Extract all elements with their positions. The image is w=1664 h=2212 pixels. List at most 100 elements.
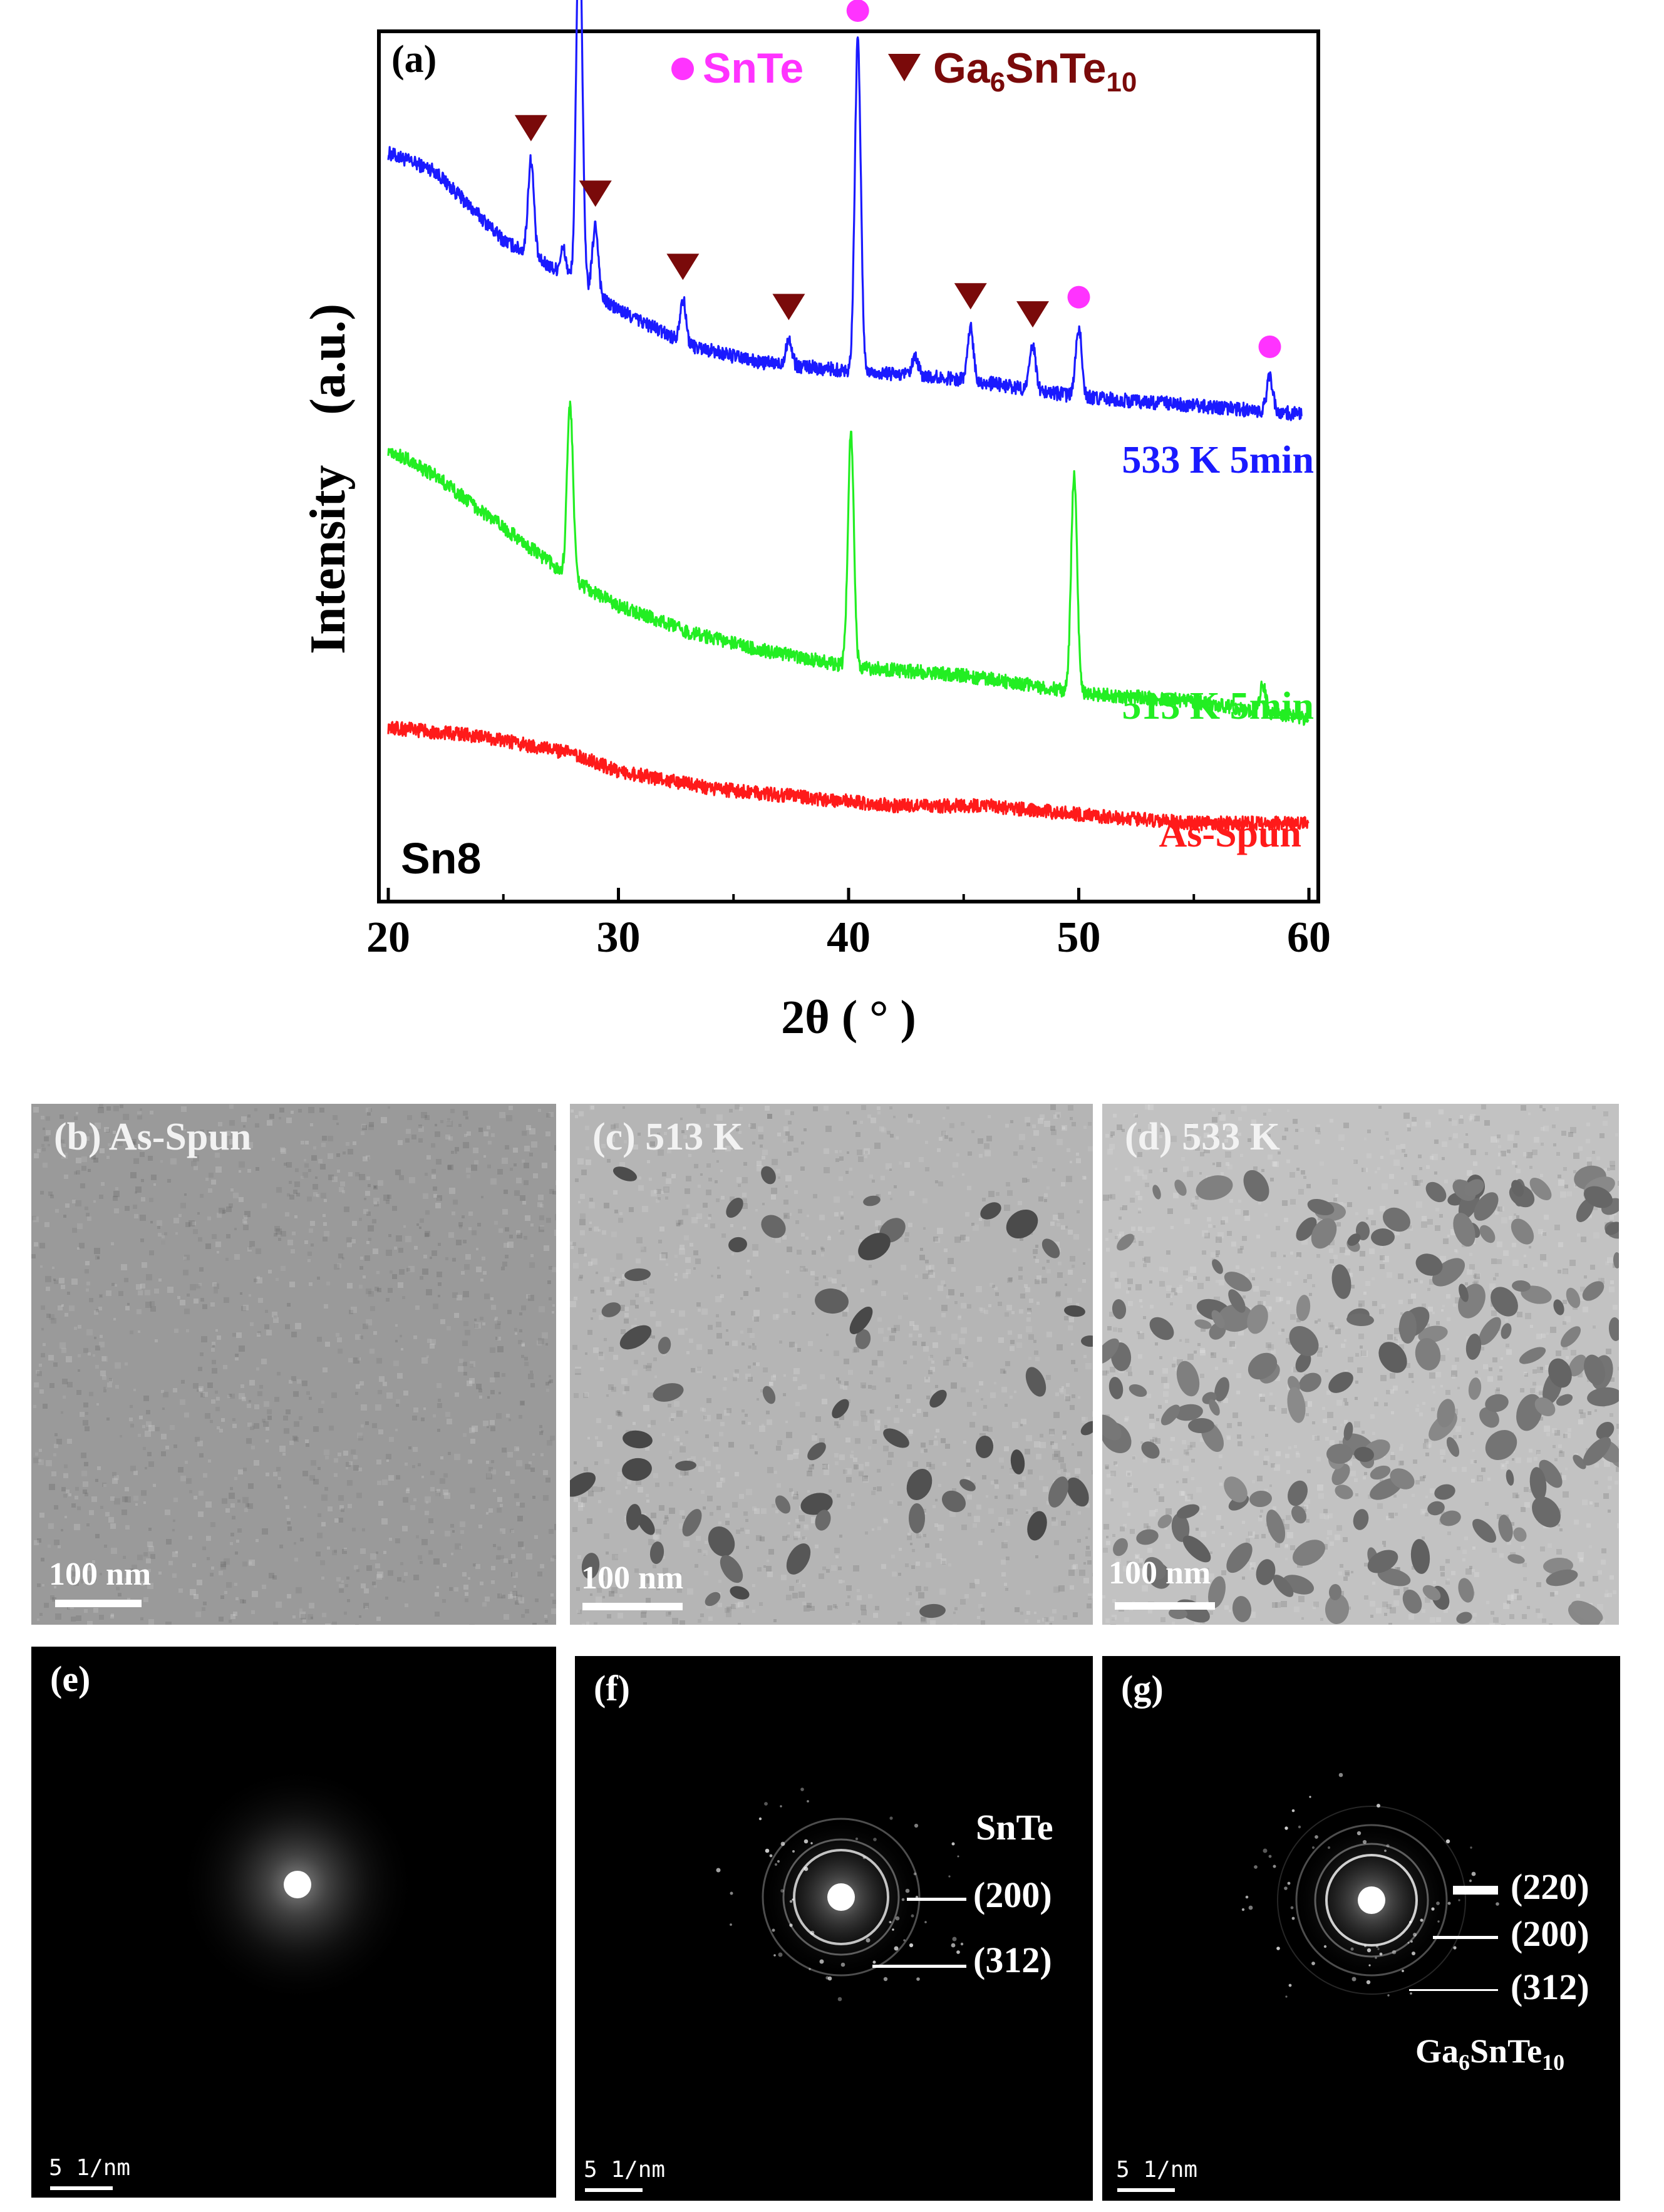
scale-bar-b (55, 1600, 142, 1607)
diffraction-spot (1386, 1844, 1390, 1848)
diffraction-spot (903, 1939, 906, 1942)
precipitate (929, 1389, 947, 1408)
diffraction-spot (911, 1914, 914, 1918)
precipitate (1415, 1338, 1441, 1371)
diffraction-spot (1263, 1848, 1268, 1853)
diffraction-spot (1288, 1983, 1292, 1987)
precipitate (980, 1202, 1001, 1220)
series-line (387, 400, 1310, 726)
diffraction-spot (825, 1976, 829, 1980)
saed-panel-e: (e) 5 1/nm (31, 1647, 556, 2198)
precipitate (1228, 1289, 1246, 1313)
diffraction-spot (883, 1977, 888, 1982)
precipitate (1296, 1295, 1311, 1321)
precipitate (941, 1490, 966, 1513)
diffraction-spot (1471, 1871, 1476, 1876)
precipitate (612, 1166, 638, 1181)
diffraction-spot (1315, 1835, 1318, 1839)
plane-label-g-3: (312) (1511, 1967, 1589, 2007)
diffraction-spot (1436, 1901, 1440, 1905)
scale-bar-d (1115, 1602, 1215, 1610)
saed-scale-bar-f (585, 2188, 643, 2192)
scale-text-b: 100 nm (49, 1556, 152, 1592)
diffraction-spot (1366, 1980, 1371, 1985)
x-tick-label: 20 (366, 913, 410, 962)
saed-label-g: (g) (1121, 1668, 1164, 1709)
precipitate (1291, 1505, 1306, 1524)
scale-bar-c (582, 1603, 683, 1610)
precipitate (658, 1337, 671, 1354)
precipitate (1027, 1511, 1047, 1541)
tem-image-c (570, 1104, 1093, 1625)
diffraction-spot (1241, 1908, 1245, 1911)
diffraction-spot (804, 1866, 809, 1871)
diffraction-spot (1470, 1846, 1472, 1849)
diffraction-spot (1357, 1831, 1362, 1836)
saed-panel-f: (f) SnTe (200) (312) 5 1/nm (575, 1656, 1093, 2201)
precipitate (1212, 1259, 1223, 1274)
diffraction-spot (1287, 1881, 1291, 1885)
precipitate (1472, 1519, 1496, 1543)
diffraction-spot (1298, 1825, 1301, 1829)
precipitate (1006, 1209, 1038, 1239)
plane-label-g-1: (220) (1511, 1866, 1589, 1907)
series-layer: 533 K 5min 513 K 5min As-Spun (387, 0, 1314, 855)
precipitate (1546, 1569, 1578, 1587)
diffraction-spot (1248, 1905, 1253, 1910)
precipitate (815, 1510, 831, 1531)
diffraction-spot (1453, 1946, 1457, 1950)
precipitate (761, 1215, 786, 1238)
diffraction-spot (872, 1960, 876, 1964)
precipitate (1425, 1181, 1447, 1203)
precipitate (1434, 1484, 1455, 1500)
precipitate (728, 1237, 747, 1253)
precipitate (1160, 1404, 1181, 1426)
precipitate (762, 1386, 776, 1404)
precipitate (1025, 1367, 1046, 1397)
precipitate (1464, 1179, 1484, 1196)
precipitate (1377, 1568, 1411, 1587)
diffraction-ring (1277, 1806, 1466, 1995)
diffraction-spot (951, 1842, 955, 1846)
diffraction-spot (837, 1997, 842, 2002)
precipitate (1501, 1323, 1512, 1339)
precipitate (906, 1469, 933, 1500)
precipitate (1080, 1421, 1093, 1436)
legend-ga6snte10-marker (888, 54, 921, 81)
diffraction-spot (957, 1855, 959, 1858)
precipitate (1273, 1575, 1294, 1597)
ga6snte10-marker (666, 254, 700, 280)
saed-panel-g: (g) (220) (200) (312) Ga6SnTe10 5 1/nm (1102, 1656, 1620, 2201)
precipitate (1102, 1338, 1119, 1364)
precipitate (775, 1495, 791, 1514)
precipitate (1479, 1225, 1496, 1243)
precipitate (675, 1460, 696, 1471)
precipitate (1182, 1535, 1211, 1563)
precipitate (1136, 1529, 1159, 1545)
diffraction-spot (889, 1921, 891, 1923)
x-tick-label: 30 (597, 913, 641, 962)
precipitate (638, 1514, 655, 1535)
diffraction-spot (772, 1928, 775, 1932)
precipitate (1174, 1180, 1187, 1196)
diffraction-spot (1392, 1950, 1397, 1955)
precipitate (1144, 1556, 1166, 1580)
precipitate (1157, 1515, 1172, 1528)
panel-label-a: (a) (391, 38, 437, 81)
precipitate (807, 1442, 826, 1461)
precipitate (1141, 1441, 1160, 1459)
precipitate (1370, 1465, 1391, 1480)
precipitate (1446, 1437, 1460, 1457)
precipitate (1048, 1476, 1069, 1508)
precipitate (975, 1436, 994, 1458)
diffraction-spot (1437, 1920, 1440, 1923)
diffraction-spot (914, 1823, 919, 1828)
tem-grain (31, 1104, 556, 1625)
diffraction-ring (1314, 1843, 1429, 1958)
diffraction-spot (1367, 1948, 1372, 1953)
legend-snte-marker (671, 58, 694, 80)
diffraction-spot (1458, 1899, 1460, 1901)
precipitate (1498, 1515, 1513, 1542)
precipitate (1398, 1311, 1417, 1344)
precipitate (1521, 1285, 1552, 1304)
